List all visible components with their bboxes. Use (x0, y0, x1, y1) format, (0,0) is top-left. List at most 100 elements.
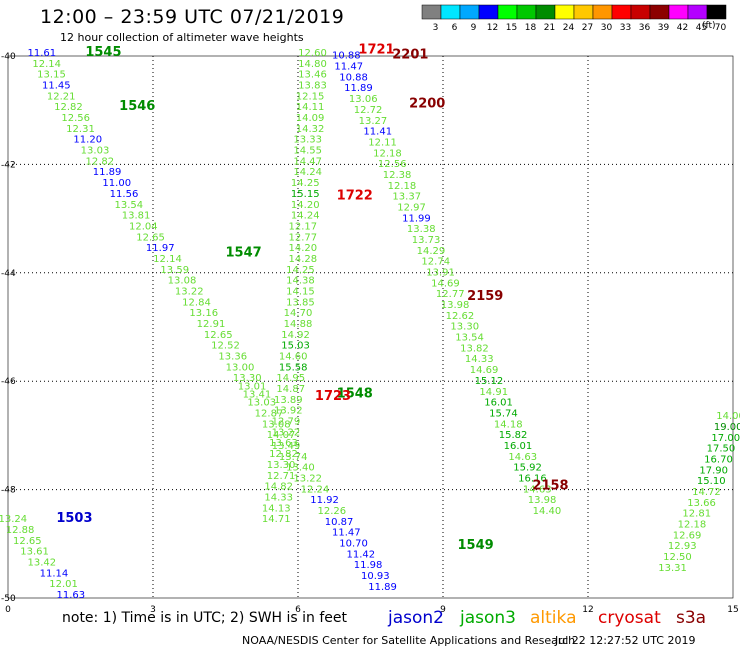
colorbar-swatch (573, 4, 594, 20)
wave-height-label: 12.77 (436, 289, 465, 300)
wave-height-label: 10.88 (332, 51, 361, 62)
y-tick-label: -44 (1, 269, 16, 279)
wave-height-label: 13.15 (37, 70, 66, 81)
wave-height-label: 13.40 (286, 463, 315, 474)
pass-label: 2158 (532, 479, 568, 494)
wave-height-label: 12.81 (682, 509, 711, 520)
wave-height-label: 14.18 (494, 419, 523, 430)
chart-subtitle: 12 hour collection of altimeter wave hei… (60, 31, 304, 44)
wave-height-label: 14.07 (267, 430, 296, 441)
wave-height-label: 12.04 (129, 221, 158, 232)
wave-height-label: 11.97 (146, 243, 175, 254)
colorbar-swatch (459, 4, 480, 20)
x-tick-label: 6 (295, 605, 301, 615)
pass-label: 1721 (358, 42, 394, 57)
wave-height-label: 13.30 (233, 373, 262, 384)
wave-height-label: 14.92 (281, 330, 310, 341)
wave-height-label: 14.40 (533, 506, 562, 517)
wave-height-label: 14.20 (291, 200, 320, 211)
y-tick-label: -42 (1, 160, 16, 170)
wave-height-label: 11.98 (354, 560, 383, 571)
colorbar-swatch (649, 4, 670, 20)
legend-jason3: jason3 (460, 608, 516, 628)
wave-height-label: 14.32 (296, 124, 325, 135)
pass-label: 1723 (315, 389, 351, 404)
colorbar-tick-label: 18 (525, 23, 537, 33)
pass-label: 1503 (56, 511, 92, 526)
wave-height-label: 13.81 (122, 211, 151, 222)
wave-height-label: 16.16 (518, 473, 547, 484)
wave-height-label: 14.82 (264, 482, 293, 493)
wave-height-label: 17.50 (707, 444, 736, 455)
wave-height-label: 13.49 (272, 441, 301, 452)
wave-height-label: 14.88 (284, 319, 313, 330)
colorbar-swatch (687, 4, 708, 20)
wave-height-label: 12.93 (668, 541, 697, 552)
wave-height-label: 16.70 (704, 455, 733, 466)
wave-height-label: 13.38 (407, 224, 436, 235)
wave-height-label: 13.54 (115, 200, 144, 211)
wave-height-label: 12.50 (663, 552, 692, 563)
wave-height-label: 13.41 (243, 389, 272, 400)
colorbar-swatch (554, 4, 575, 20)
pass-label: 2201 (392, 48, 428, 63)
colorbar-swatch (440, 4, 461, 20)
y-tick-label: -50 (1, 594, 16, 604)
wave-height-label: 14.20 (289, 243, 318, 254)
wave-height-label: 11.47 (334, 62, 363, 73)
wave-height-label: 11.14 (40, 568, 69, 579)
colorbar-tick-label: 15 (506, 23, 517, 33)
pass-label: 2159 (467, 289, 503, 304)
wave-height-label: 13.59 (160, 265, 189, 276)
colorbar-tick-label: 21 (544, 23, 555, 33)
wave-height-label: 12.18 (373, 148, 402, 159)
wave-height-label: 16.01 (504, 441, 533, 452)
wave-height-label: 12.56 (378, 159, 407, 170)
wave-height-label: 11.47 (332, 528, 361, 539)
wave-height-label: 15.58 (279, 362, 308, 373)
colorbar-tick-label: 39 (658, 23, 670, 33)
wave-height-label: 12.71 (267, 471, 296, 482)
wave-height-label: 14.72 (692, 487, 721, 498)
wave-height-label: 11.61 (28, 48, 57, 59)
wave-height-label: 10.93 (361, 571, 390, 582)
wave-height-label: 12.65 (13, 536, 42, 547)
wave-height-label: 14.60 (279, 352, 308, 363)
x-tick-label: 15 (727, 605, 738, 615)
wave-height-label: 11.45 (42, 81, 71, 92)
wave-height-label: 13.36 (218, 352, 247, 363)
wave-height-label: 12.01 (49, 579, 78, 590)
wave-height-label: 14.63 (523, 484, 552, 495)
wave-height-label: 10.88 (339, 72, 368, 83)
wave-height-label: 13.22 (293, 473, 322, 484)
wave-height-label: 12.84 (182, 297, 211, 308)
wave-height-label: 13.89 (274, 395, 303, 406)
wave-height-label: 13.22 (175, 286, 204, 297)
pass-label: 1549 (458, 538, 494, 553)
pass-label: 1722 (337, 189, 373, 204)
wave-height-label: 14.33 (264, 492, 293, 503)
wave-height-label: 12.14 (32, 59, 61, 70)
wave-height-label: 13.16 (189, 308, 218, 319)
wave-height-label: 13.63 (269, 438, 298, 449)
wave-height-label: 13.08 (168, 276, 197, 287)
colorbar-swatch (535, 4, 556, 20)
wave-height-label: 14.11 (296, 102, 325, 113)
colorbar-tick-label: 70 (715, 23, 727, 33)
wave-height-label: 14.00 (716, 411, 740, 422)
colorbar-swatch (421, 4, 442, 20)
wave-height-label: 12.79 (272, 417, 301, 428)
wave-height-label: 14.24 (291, 211, 320, 222)
wave-height-label: 13.37 (392, 192, 421, 203)
colorbar-swatch (478, 4, 499, 20)
colorbar-tick-label: 6 (452, 23, 458, 33)
wave-height-label: 14.13 (262, 503, 291, 514)
wave-height-label: 13.98 (441, 300, 470, 311)
wave-height-label: 15.74 (489, 408, 518, 419)
wave-height-label: 12.21 (47, 91, 76, 102)
wave-height-label: 17.00 (711, 433, 740, 444)
wave-height-label: 13.54 (455, 333, 484, 344)
wave-height-label: 12.72 (354, 105, 383, 116)
wave-height-label: 12.65 (204, 330, 233, 341)
wave-height-label: 13.74 (279, 452, 308, 463)
